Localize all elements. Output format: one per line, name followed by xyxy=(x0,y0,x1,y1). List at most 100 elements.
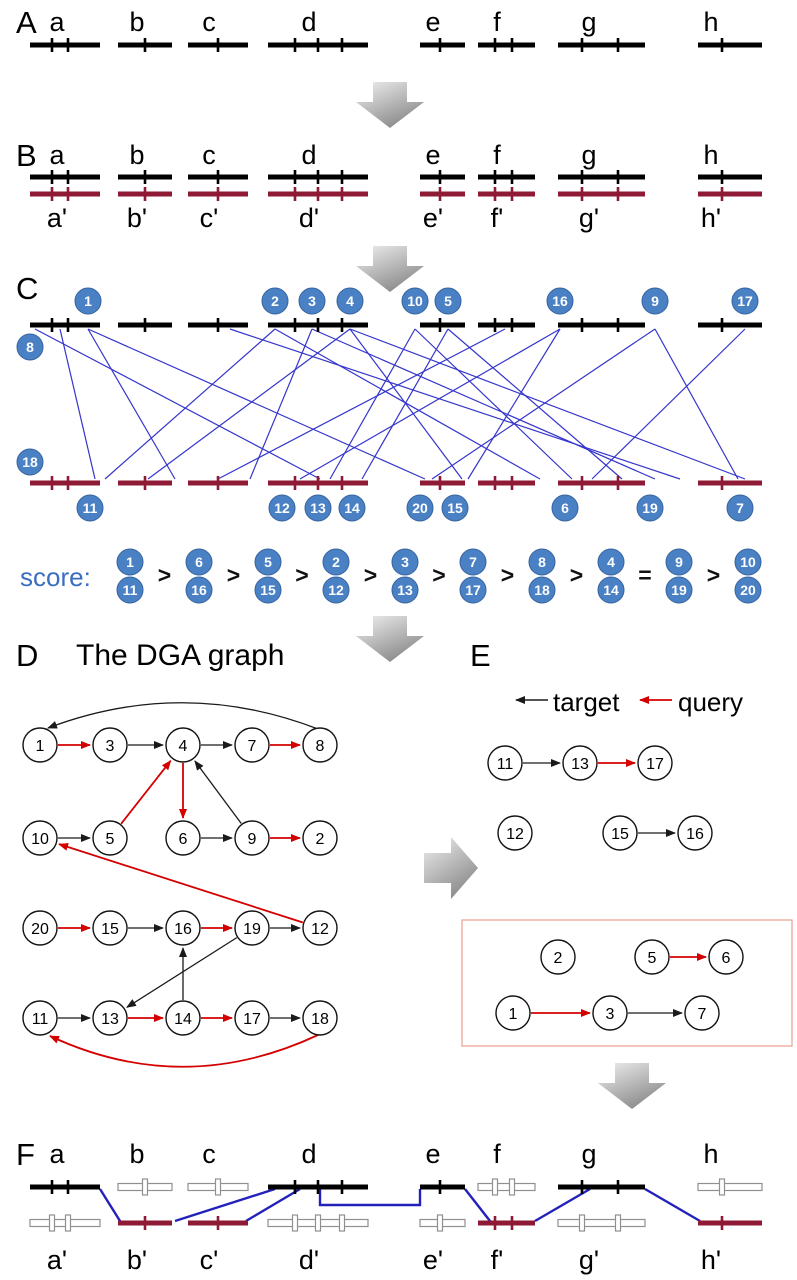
anchor-circle xyxy=(304,494,332,522)
score-pair-2: 2 xyxy=(322,548,350,576)
dga-edge-8-1 xyxy=(47,702,319,730)
anchor-bottom-12: 12 xyxy=(268,494,296,522)
seq-tick-outline xyxy=(314,1214,322,1232)
node-circle xyxy=(234,1000,270,1036)
score-operator: > xyxy=(295,562,308,588)
anchor-circle xyxy=(322,576,350,604)
anchor-bottom-14: 14 xyxy=(338,494,366,522)
panel-b-target-a xyxy=(30,170,100,184)
seq-letter-prime: f' xyxy=(491,1245,504,1275)
node-circle xyxy=(165,910,201,946)
node-circle xyxy=(602,815,638,851)
alignment-link-6 xyxy=(644,1187,701,1223)
panel-a-target-e xyxy=(420,38,465,52)
anchor-number: 16 xyxy=(191,582,207,598)
panel-f-query-b xyxy=(118,1216,172,1230)
dga-node-7: 7 xyxy=(234,727,270,763)
seq-letter-a: a xyxy=(49,1139,65,1169)
anchor-top-4: 4 xyxy=(336,287,364,315)
panel-b-label: B xyxy=(16,138,37,173)
anchor-circle xyxy=(597,576,625,604)
anchor-circle xyxy=(546,287,574,315)
seq-letter-f: f xyxy=(493,140,501,170)
score-operator: > xyxy=(570,562,583,588)
flow-arrow xyxy=(356,616,424,662)
anchor-top-16: 16 xyxy=(546,287,574,315)
panel-c-target-c xyxy=(188,318,248,332)
score-pair-1: 1 xyxy=(116,548,144,576)
node-circle xyxy=(495,995,531,1031)
score-pair-12: 12 xyxy=(322,576,350,604)
anchor-circle xyxy=(391,576,419,604)
panel-f-query-c xyxy=(188,1216,248,1230)
panel-c-query-e xyxy=(420,476,465,490)
node-number: 10 xyxy=(31,831,49,848)
match-line-19 xyxy=(654,328,739,480)
seq-letter-e: e xyxy=(425,1139,440,1169)
node-circle xyxy=(22,1000,58,1036)
score-operator: > xyxy=(501,562,514,588)
node-number: 15 xyxy=(611,826,629,843)
anchor-circle xyxy=(74,287,102,315)
match-line-10 xyxy=(349,328,746,480)
panel-b-target-b xyxy=(118,170,172,184)
anchor-circle xyxy=(551,494,579,522)
anchor-number: 17 xyxy=(465,582,481,598)
seq-tick-outline xyxy=(48,1214,56,1232)
dga-node-9: 9 xyxy=(234,820,270,856)
panel-c-query-c xyxy=(188,476,248,490)
panel-b-target-e xyxy=(420,170,465,184)
seq-letter-prime: g' xyxy=(579,203,599,233)
seq-letter-a: a xyxy=(49,140,65,170)
panel-a-target-c xyxy=(188,38,248,52)
anchor-top-5: 5 xyxy=(434,287,462,315)
node-number: 18 xyxy=(311,1011,329,1028)
node-circle xyxy=(540,939,576,975)
seq-letter-prime: e' xyxy=(423,1245,443,1275)
panel-a-target-f xyxy=(478,38,535,52)
panel-c-target-a xyxy=(30,318,100,332)
dga-edge-19-13 xyxy=(126,937,238,1008)
anchor-number: 3 xyxy=(401,554,409,570)
node-number: 2 xyxy=(316,831,325,848)
panel-d-label: D xyxy=(16,638,39,673)
anchor-number: 2 xyxy=(332,554,340,570)
seq-letter-prime: d' xyxy=(299,1245,319,1275)
node-number: 5 xyxy=(648,950,657,967)
anchor-number: 3 xyxy=(308,293,316,309)
seq-letter-prime: f' xyxy=(491,203,504,233)
dga-node-8: 8 xyxy=(302,727,338,763)
score-label: score: xyxy=(20,562,91,592)
anchor-top-8: 8 xyxy=(16,333,44,361)
seq-letter-prime: c' xyxy=(200,203,219,233)
dga-node-19: 19 xyxy=(234,910,270,946)
result-node-13: 13 xyxy=(562,745,598,781)
dga-node-13: 13 xyxy=(92,1000,128,1036)
legend-target-label: target xyxy=(553,687,620,717)
panel-b-query-h xyxy=(698,187,762,201)
node-number: 5 xyxy=(106,831,115,848)
panel-b-target-h xyxy=(698,170,762,184)
panel-c-target-f xyxy=(478,318,535,332)
anchor-number: 14 xyxy=(344,500,360,516)
seq-letter-g: g xyxy=(581,7,596,37)
panel-f-query-hollow-e xyxy=(419,1214,466,1232)
panel-a: a b c d e f g h xyxy=(30,7,762,52)
anchor-circle xyxy=(336,287,364,315)
node-number: 2 xyxy=(554,950,563,967)
panel-b-query-c xyxy=(188,187,248,201)
node-number: 13 xyxy=(101,1011,119,1028)
dga-node-4: 4 xyxy=(165,727,201,763)
seq-letter-d: d xyxy=(301,140,316,170)
panel-b-query-f xyxy=(478,187,535,201)
seq-tick-outline xyxy=(508,1178,516,1196)
seq-outline xyxy=(557,1218,646,1228)
anchor-number: 19 xyxy=(642,500,658,516)
score-pair-9: 9 xyxy=(665,548,693,576)
seq-letter-h: h xyxy=(703,140,718,170)
seq-letter-prime: g' xyxy=(579,1245,599,1275)
match-line-9 xyxy=(349,328,463,480)
anchor-bottom-13: 13 xyxy=(304,494,332,522)
node-number: 4 xyxy=(179,738,188,755)
